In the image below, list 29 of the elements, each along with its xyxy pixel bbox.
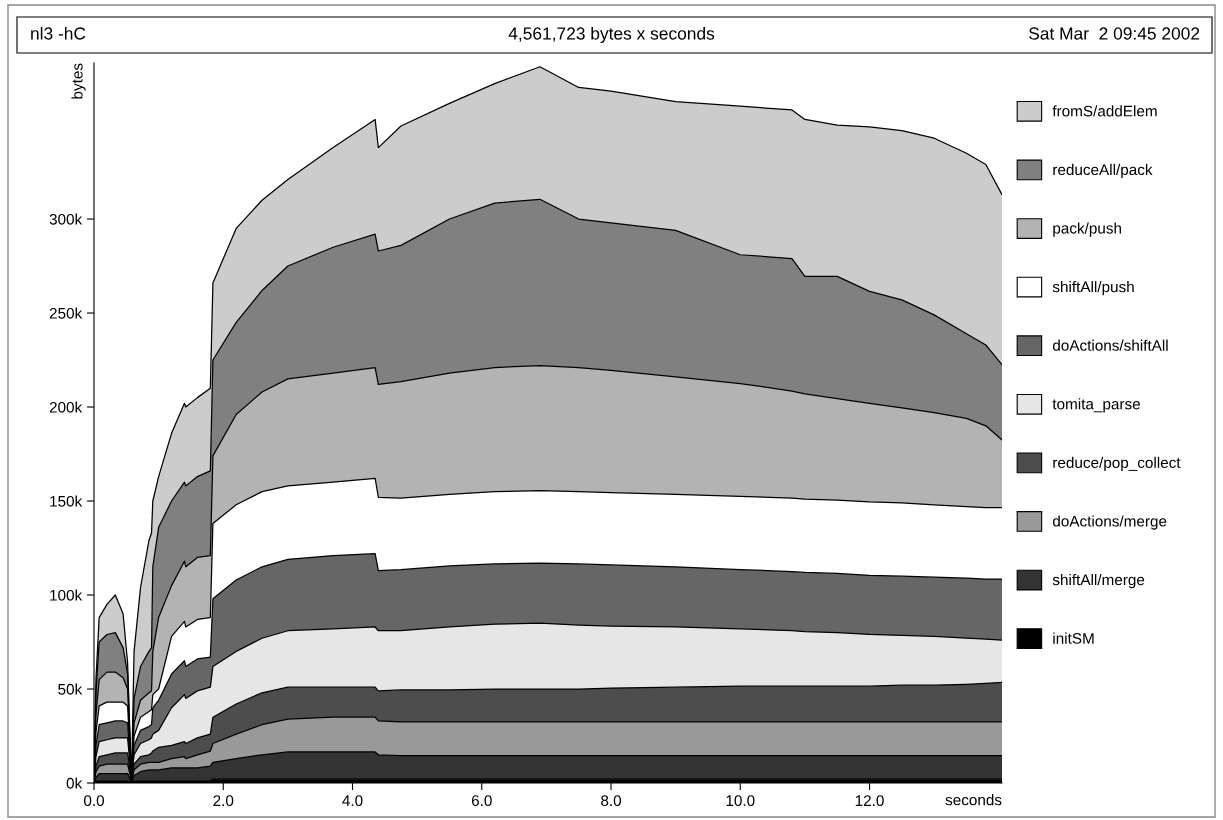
x-axis-title: seconds bbox=[945, 794, 1002, 806]
y-tick-label: 250k bbox=[49, 307, 83, 319]
y-tick-label: 200k bbox=[49, 401, 83, 413]
legend-label: pack/push bbox=[1053, 222, 1121, 237]
y-tick-label: 150k bbox=[50, 495, 83, 507]
text: Sat Mar 2 09:45 2002 bbox=[1029, 27, 1200, 40]
x-tick-label: 8.0 bbox=[601, 795, 622, 807]
y-axis-title: bytes bbox=[71, 63, 86, 99]
x-tick-label: 0.0 bbox=[83, 795, 105, 807]
x-tick-label: 12.0 bbox=[855, 795, 884, 807]
chart-title: nl3 -hC bbox=[31, 26, 86, 40]
y-tick-label: 50k bbox=[58, 683, 83, 695]
legend-label: tomita_parse bbox=[1052, 398, 1140, 413]
legend-label: initSM bbox=[1053, 632, 1094, 644]
x-tick-label: 4.0 bbox=[342, 795, 363, 807]
legend-label: doActions/shiftAll bbox=[1052, 339, 1168, 351]
legend-label: reduce/pop_collect bbox=[1053, 456, 1181, 472]
x-tick-label: 2.0 bbox=[213, 795, 234, 807]
y-tick-label: 0k bbox=[66, 777, 83, 789]
legend-label: doActions/merge bbox=[1052, 515, 1167, 530]
y-tick-label: 300k bbox=[49, 213, 83, 225]
x-tick-label: 6.0 bbox=[471, 795, 492, 807]
legend-label: reduceAll/pack bbox=[1053, 163, 1153, 179]
y-tick-label: 100k bbox=[50, 589, 83, 601]
chart-subtitle: 4,561,723 bytes x seconds bbox=[508, 26, 715, 44]
x-tick-label: 10.0 bbox=[726, 795, 755, 807]
legend-label: shiftAll/merge bbox=[1052, 573, 1145, 589]
legend-label: shiftAll/push bbox=[1052, 281, 1134, 296]
legend-label: fromS/addElem bbox=[1052, 105, 1157, 117]
